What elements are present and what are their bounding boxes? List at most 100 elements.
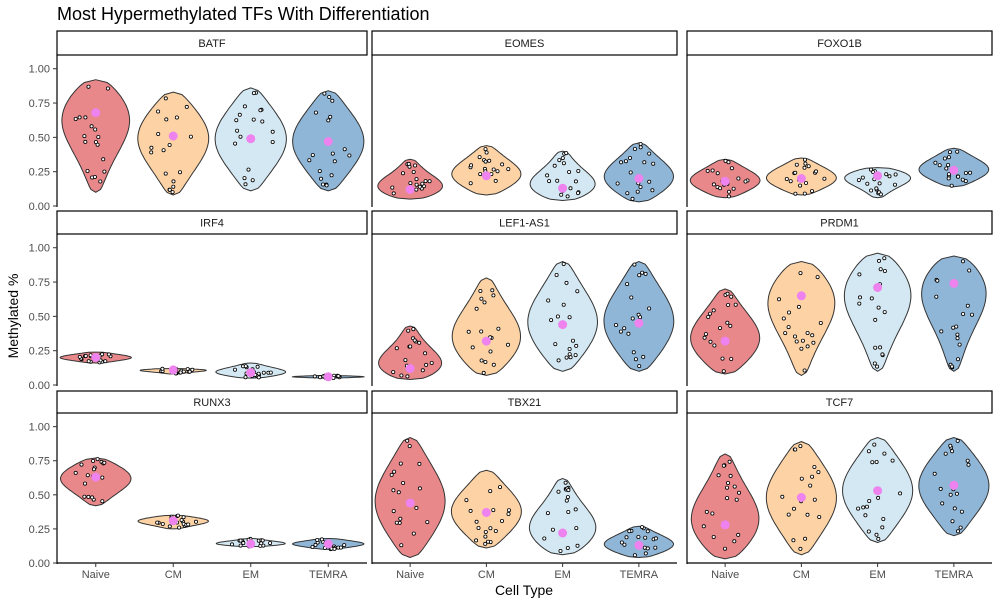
data-point (811, 340, 816, 345)
data-point (160, 522, 165, 527)
violin-cm (137, 91, 210, 196)
data-point (711, 308, 716, 313)
data-point (483, 359, 488, 364)
data-point (156, 109, 161, 114)
data-point (861, 505, 866, 510)
data-point (160, 366, 165, 371)
data-point (394, 520, 399, 525)
data-point (327, 95, 332, 100)
data-point (328, 114, 333, 119)
data-point (234, 118, 239, 123)
data-point (556, 358, 561, 363)
data-point (736, 532, 741, 537)
data-point (82, 494, 87, 499)
data-point (167, 524, 172, 529)
data-point (474, 538, 479, 543)
data-point (729, 166, 734, 171)
data-point (965, 458, 970, 463)
data-point (193, 519, 198, 524)
data-point (77, 354, 82, 359)
facet-strip (371, 210, 678, 235)
data-point (483, 159, 488, 164)
data-point (619, 540, 624, 545)
data-point (866, 529, 871, 534)
data-point (313, 542, 318, 547)
facet-strip (686, 390, 993, 414)
data-point (411, 169, 416, 174)
data-point (638, 184, 643, 189)
y-tick-label: 0.50 (29, 311, 50, 323)
data-point (317, 169, 322, 174)
data-point (260, 119, 265, 124)
data-point (92, 174, 97, 179)
data-point (954, 491, 959, 496)
data-point (398, 516, 403, 521)
data-point (171, 179, 176, 184)
x-tick-label: CM (478, 569, 495, 581)
data-point (246, 167, 251, 172)
chart-title: Most Hypermethylated TFs With Differenti… (57, 4, 429, 24)
data-point (342, 147, 347, 152)
data-point (149, 150, 154, 155)
data-point (938, 486, 943, 491)
data-point (619, 160, 624, 165)
data-point (935, 278, 940, 283)
data-point (961, 311, 966, 316)
data-point (729, 356, 734, 361)
data-point (708, 311, 713, 316)
data-point (417, 340, 422, 345)
data-point (968, 170, 973, 175)
data-point (710, 511, 715, 516)
data-point (794, 162, 799, 167)
facet-lef1-as1: LEF1-AS1 (371, 210, 678, 386)
data-point (564, 280, 569, 285)
data-point (190, 367, 195, 372)
data-point (799, 476, 804, 481)
data-point (106, 352, 111, 357)
data-point (546, 298, 551, 303)
data-point (636, 535, 641, 540)
data-point (417, 461, 422, 466)
data-point (726, 194, 731, 199)
data-point (414, 182, 419, 187)
data-point (711, 535, 716, 540)
data-point (793, 447, 798, 452)
data-point (186, 522, 191, 527)
data-point (483, 534, 488, 539)
data-point (948, 443, 953, 448)
facet-strip-label: BATF (198, 38, 226, 50)
data-point (802, 165, 807, 170)
data-point (947, 150, 952, 155)
x-tick-label: TEMRA (935, 569, 974, 581)
data-point (805, 344, 810, 349)
data-point (93, 127, 98, 132)
mean-point (796, 174, 806, 183)
data-point (417, 486, 422, 491)
data-point (638, 145, 643, 150)
data-point (872, 361, 877, 366)
data-point (188, 134, 193, 139)
data-point (637, 273, 642, 278)
data-point (177, 170, 182, 175)
data-point (478, 172, 483, 177)
data-point (423, 179, 428, 184)
violin-naive (690, 453, 760, 560)
data-point (878, 192, 883, 197)
data-point (625, 282, 630, 287)
data-point (867, 498, 872, 503)
data-point (706, 314, 711, 319)
data-point (878, 267, 883, 272)
data-point (429, 360, 434, 365)
data-point (574, 343, 579, 348)
data-point (890, 458, 895, 463)
data-point (866, 449, 871, 454)
data-point (256, 375, 261, 380)
data-point (874, 186, 879, 191)
data-point (567, 346, 572, 351)
violin-temra (603, 142, 675, 203)
data-point (712, 343, 717, 348)
data-point (965, 303, 970, 308)
x-axis-title: Cell Type (495, 582, 553, 598)
y-axis-title: Methylated % (5, 274, 21, 359)
data-point (869, 167, 874, 172)
